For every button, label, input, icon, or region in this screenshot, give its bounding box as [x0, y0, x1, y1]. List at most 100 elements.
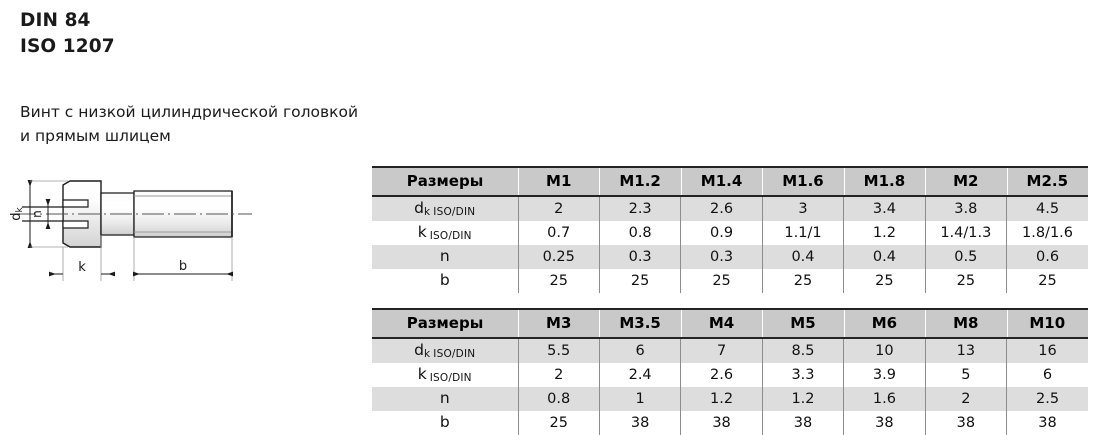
header-size-m1-2: M1.2 — [599, 166, 681, 197]
table-row-k: k ISO/DIN 2 2.4 2.6 3.3 3.9 5 6 — [372, 363, 1088, 387]
cell-dk-m6: 10 — [843, 338, 926, 363]
dimension-b: b — [133, 237, 233, 281]
header-size-m4: M4 — [680, 308, 763, 339]
cell-n-m3: 0.8 — [517, 387, 600, 411]
standard-iso: ISO 1207 — [20, 36, 115, 57]
cell-n-m6: 1.6 — [843, 387, 926, 411]
header-size-m2: M2 — [925, 166, 1007, 197]
cell-b-m3: 25 — [517, 411, 600, 435]
cell-b-m2: 25 — [924, 269, 1007, 293]
cell-n-m2-5: 0.6 — [1006, 245, 1088, 269]
header-size-m6: M6 — [843, 308, 926, 339]
cell-k-m1-8: 1.2 — [843, 221, 926, 245]
cell-k-m1-4: 0.9 — [680, 221, 763, 245]
cell-k-m1-2: 0.8 — [598, 221, 681, 245]
header-size-m1-6: M1.6 — [762, 166, 844, 197]
cell-dk-m3-5: 6 — [598, 338, 681, 363]
standard-header: DIN 84 ISO 1207 — [20, 8, 360, 60]
table-header-row: Размеры M3 M3.5 M4 M5 M6 M8 M10 — [372, 308, 1088, 339]
header-size-m3: M3 — [518, 308, 600, 339]
header-dimensions: Размеры — [372, 166, 518, 197]
cell-dk-m8: 13 — [924, 338, 1007, 363]
row-label-dk: dk ISO/DIN — [372, 196, 518, 221]
table-header-row: Размеры M1 M1.2 M1.4 M1.6 M1.8 M2 M2.5 — [372, 166, 1088, 197]
cell-dk-m1-6: 3 — [761, 196, 844, 221]
header-size-m3-5: M3.5 — [599, 308, 681, 339]
svg-text:b: b — [179, 259, 187, 274]
row-label-dk: dk ISO/DIN — [372, 338, 518, 363]
row-label-n: n — [372, 387, 518, 411]
cell-dk-m1: 2 — [517, 196, 600, 221]
cell-k-m1: 0.7 — [517, 221, 600, 245]
cell-n-m4: 1.2 — [680, 387, 763, 411]
cell-dk-m10: 16 — [1006, 338, 1088, 363]
svg-text:n: n — [30, 210, 44, 218]
cell-n-m1: 0.25 — [517, 245, 600, 269]
dimension-k: k — [49, 235, 115, 281]
dimension-n: n — [30, 199, 51, 229]
header-size-m2-5: M2.5 — [1006, 166, 1088, 197]
svg-text:k: k — [78, 260, 86, 275]
cell-k-m6: 3.9 — [843, 363, 926, 387]
table-row-b: b 25 38 38 38 38 38 38 — [372, 411, 1088, 435]
cell-dk-m1-4: 2.6 — [680, 196, 763, 221]
cell-b-m1-4: 25 — [680, 269, 763, 293]
cell-k-m1-6: 1.1/1 — [761, 221, 844, 245]
header-size-m1-8: M1.8 — [843, 166, 926, 197]
svg-text:dk: dk — [9, 206, 25, 220]
description-line-2: и прямым шлицем — [20, 127, 171, 145]
header-size-m1: M1 — [518, 166, 600, 197]
table-row-n: n 0.25 0.3 0.3 0.4 0.4 0.5 0.6 — [372, 245, 1088, 269]
cell-b-m1-2: 25 — [598, 269, 681, 293]
row-label-n: n — [372, 245, 518, 269]
cell-n-m2: 0.5 — [924, 245, 1007, 269]
table-row-b: b 25 25 25 25 25 25 25 — [372, 269, 1088, 293]
cell-n-m1-8: 0.4 — [843, 245, 926, 269]
cell-b-m1: 25 — [517, 269, 600, 293]
row-label-b: b — [372, 411, 518, 435]
cell-b-m4: 38 — [680, 411, 763, 435]
cell-n-m1-6: 0.4 — [761, 245, 844, 269]
header-size-m8: M8 — [925, 308, 1007, 339]
table-row-n: n 0.8 1 1.2 1.2 1.6 2 2.5 — [372, 387, 1088, 411]
cell-b-m8: 38 — [924, 411, 1007, 435]
cell-k-m8: 5 — [924, 363, 1007, 387]
description-line-1: Винт с низкой цилиндрической головкой — [20, 103, 359, 121]
cell-k-m4: 2.6 — [680, 363, 763, 387]
row-label-k: k ISO/DIN — [372, 221, 518, 245]
product-description: Винт с низкой цилиндрической головкой и … — [20, 100, 360, 148]
cell-n-m5: 1.2 — [761, 387, 844, 411]
cell-n-m3-5: 1 — [598, 387, 681, 411]
cell-n-m1-4: 0.3 — [680, 245, 763, 269]
cell-dk-m2-5: 4.5 — [1006, 196, 1088, 221]
cell-k-m10: 6 — [1006, 363, 1088, 387]
row-label-b: b — [372, 269, 518, 293]
cell-b-m1-8: 25 — [843, 269, 926, 293]
screw-technical-drawing: dk n k b — [0, 160, 280, 300]
header-size-m5: M5 — [762, 308, 844, 339]
cell-b-m3-5: 38 — [598, 411, 681, 435]
cell-dk-m2: 3.8 — [924, 196, 1007, 221]
cell-dk-m4: 7 — [680, 338, 763, 363]
cell-b-m6: 38 — [843, 411, 926, 435]
cell-k-m3: 2 — [517, 363, 600, 387]
cell-b-m1-6: 25 — [761, 269, 844, 293]
cell-n-m8: 2 — [924, 387, 1007, 411]
dimensions-table-small: Размеры M1 M1.2 M1.4 M1.6 M1.8 M2 M2.5 d… — [372, 166, 1088, 293]
cell-k-m5: 3.3 — [761, 363, 844, 387]
cell-k-m2-5: 1.8/1.6 — [1006, 221, 1088, 245]
row-label-k: k ISO/DIN — [372, 363, 518, 387]
cell-k-m2: 1.4/1.3 — [924, 221, 1007, 245]
cell-n-m10: 2.5 — [1006, 387, 1088, 411]
table-row-k: k ISO/DIN 0.7 0.8 0.9 1.1/1 1.2 1.4/1.3 1… — [372, 221, 1088, 245]
header-dimensions: Размеры — [372, 308, 518, 339]
cell-k-m3-5: 2.4 — [598, 363, 681, 387]
cell-dk-m1-8: 3.4 — [843, 196, 926, 221]
cell-b-m2-5: 25 — [1006, 269, 1088, 293]
cell-b-m10: 38 — [1006, 411, 1088, 435]
header-size-m10: M10 — [1006, 308, 1088, 339]
cell-dk-m1-2: 2.3 — [598, 196, 681, 221]
cell-b-m5: 38 — [761, 411, 844, 435]
cell-dk-m5: 8.5 — [761, 338, 844, 363]
standard-din: DIN 84 — [20, 10, 91, 31]
